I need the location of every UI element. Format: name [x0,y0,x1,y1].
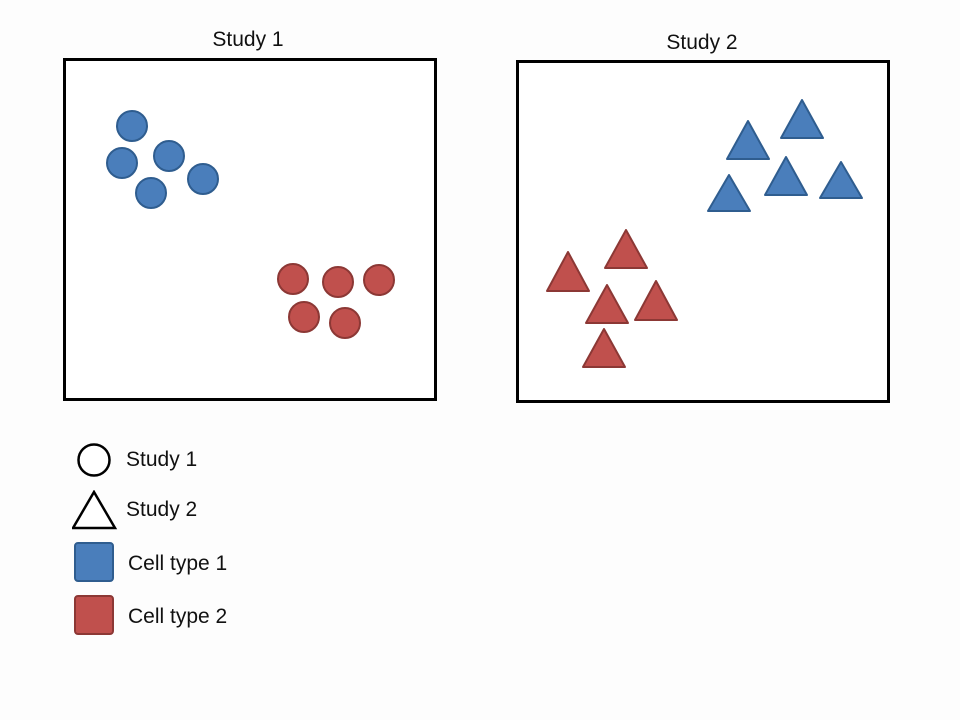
study-2-cell-type-1-triangle-3 [764,156,808,196]
legend-label-cell-type-1: Cell type 1 [128,552,228,575]
panel-title-study-1: Study 1 [212,28,284,51]
study-2-cell-type-2-triangle-7 [546,251,590,292]
study-1-cell-type-1-circle-5 [135,177,167,209]
panel-study-2-plot [546,99,863,368]
study-2-cell-type-2-triangle-8 [585,284,629,324]
panel-study-1-plot [106,110,395,339]
study-2-cell-type-1-triangle-1 [726,120,770,160]
study-1-cell-type-1-circle-1 [116,110,148,142]
study-1-cell-type-1-circle-3 [153,140,185,172]
study-1-cell-type-2-circle-10 [329,307,361,339]
legend-triangle-icon [72,490,118,530]
study-1-cell-type-2-circle-6 [277,263,309,295]
study-2-cell-type-1-triangle-2 [780,99,824,139]
legend-label-study-1: Study 1 [126,448,198,471]
study-2-cell-type-1-triangle-5 [819,161,863,199]
panel-study-2 [516,60,890,403]
study-1-cell-type-2-circle-9 [288,301,320,333]
study-2-cell-type-2-triangle-9 [634,280,678,321]
panel-title-study-2: Study 2 [666,31,738,54]
legend-label-cell-type-2: Cell type 2 [128,605,228,628]
panel-study-1 [63,58,437,401]
study-2-cell-type-1-triangle-4 [707,174,751,212]
legend-label-study-2: Study 2 [126,498,198,521]
study-1-cell-type-1-circle-2 [106,147,138,179]
study-2-cell-type-2-triangle-6 [604,229,648,269]
study-1-cell-type-1-circle-4 [187,163,219,195]
legend-circle-icon [77,443,111,477]
legend-red-square-icon [74,595,114,635]
study-2-cell-type-2-triangle-10 [582,328,626,368]
legend-blue-square-icon [74,542,114,582]
study-1-cell-type-2-circle-7 [322,266,354,298]
study-1-cell-type-2-circle-8 [363,264,395,296]
